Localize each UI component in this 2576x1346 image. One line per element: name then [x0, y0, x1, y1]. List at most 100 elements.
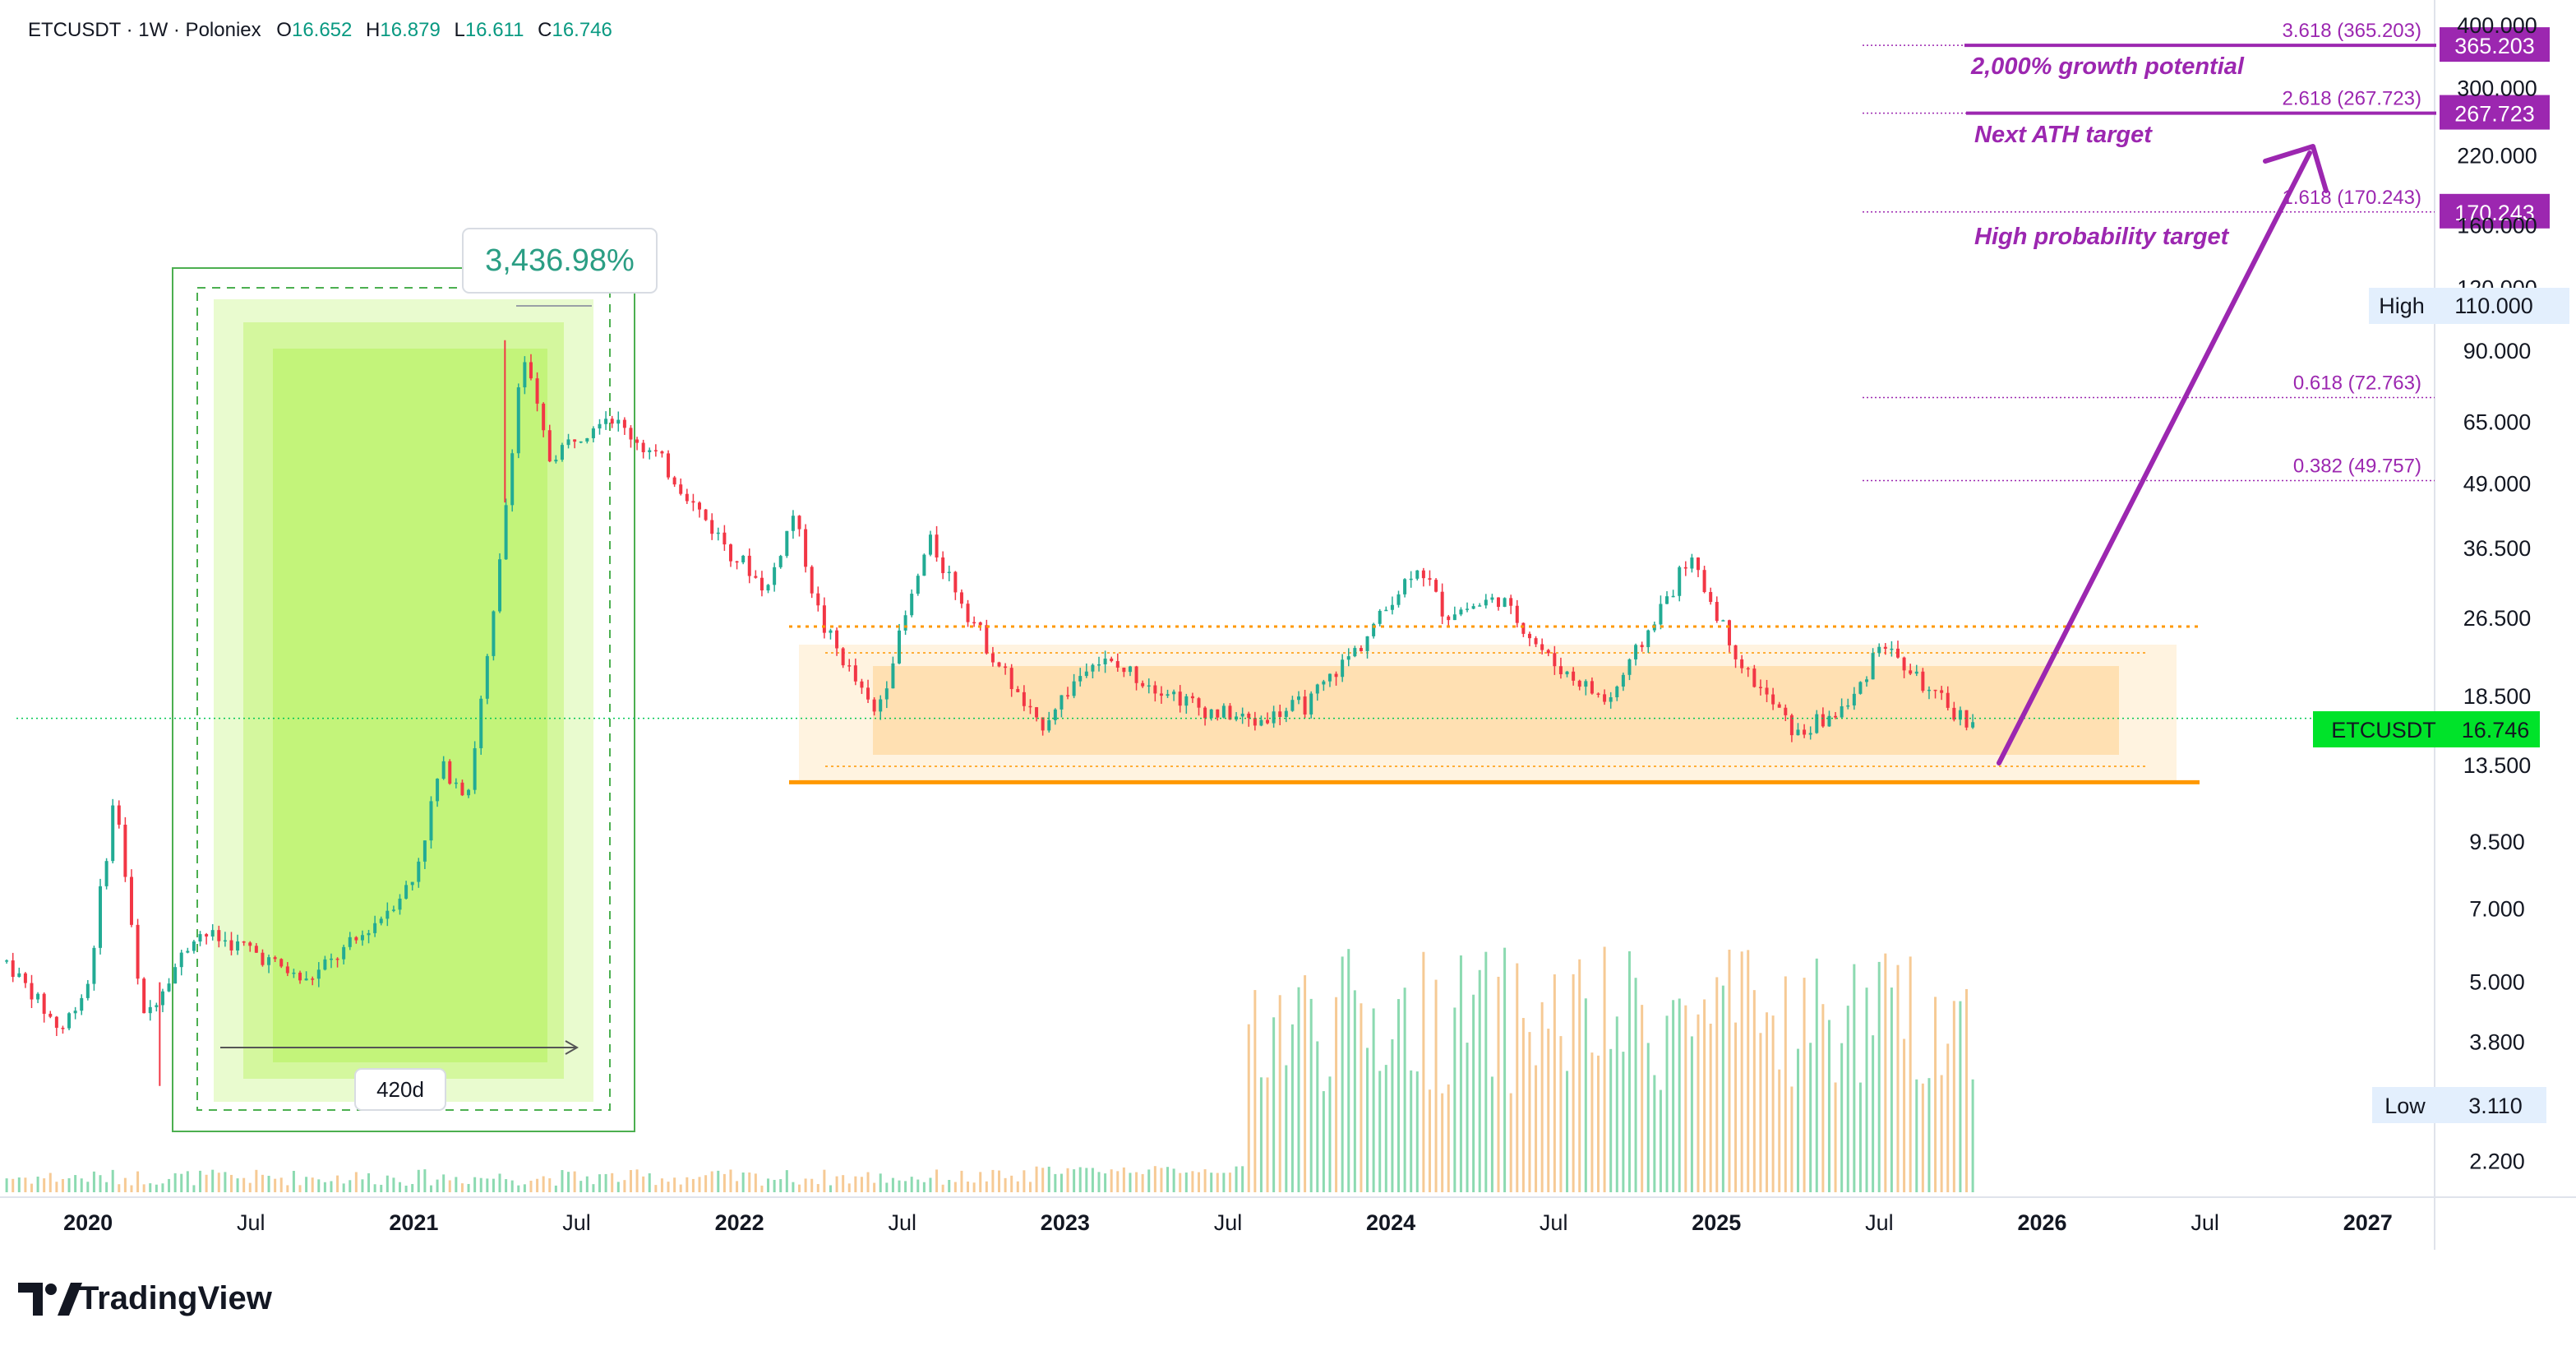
volume-bar: [161, 1183, 164, 1192]
volume-bar: [1410, 1070, 1413, 1192]
candle-body: [928, 534, 932, 555]
candle-body: [997, 662, 1001, 667]
candle-body: [61, 1027, 65, 1029]
candle-body: [972, 622, 976, 624]
volume-bar: [1478, 969, 1481, 1192]
candle-body: [1235, 716, 1239, 720]
volume-bar: [1285, 1065, 1288, 1192]
volume-bar: [199, 1170, 202, 1192]
volume-bar: [505, 1179, 508, 1192]
candle-body: [285, 966, 289, 974]
candle-body: [1721, 620, 1725, 622]
volume-bar: [1940, 1075, 1943, 1192]
candle-body: [1590, 681, 1594, 694]
volume-bar: [573, 1171, 576, 1192]
candle-body: [348, 937, 352, 947]
fib-label-2: 1.618 (170.243): [2283, 187, 2421, 209]
candle-body: [1115, 661, 1119, 668]
volume-bar: [1360, 1003, 1363, 1192]
candle-body: [1440, 591, 1444, 617]
candle-body: [728, 544, 732, 562]
candle-body: [685, 493, 689, 502]
candle-body: [822, 605, 826, 633]
candle-body: [367, 932, 371, 936]
candle-body: [1221, 705, 1226, 718]
volume-bar: [1865, 988, 1868, 1192]
candle-body: [747, 555, 751, 576]
volume-bar: [1441, 1093, 1444, 1192]
candle-body: [117, 805, 121, 825]
measure-tool[interactable]: 3,436.98% 420d: [354, 228, 658, 1111]
tradingview-logo[interactable]: TradingView: [18, 1280, 273, 1316]
candle-body: [1821, 714, 1825, 727]
growth-annotation: 2,000% growth potential: [1970, 53, 2245, 80]
volume-bar: [1622, 1052, 1625, 1192]
volume-bar: [1884, 953, 1887, 1192]
volume-bar: [1497, 976, 1500, 1192]
candle-body: [648, 450, 652, 452]
ticker-badge[interactable]: ETCUSDT 16.746: [2313, 711, 2540, 747]
price-tick-1: 300.000: [2457, 76, 2537, 100]
candle-body: [167, 983, 171, 992]
volume-bar: [111, 1169, 114, 1192]
candle-body: [797, 516, 801, 530]
volume-bar: [1073, 1169, 1076, 1192]
volume-bar: [1603, 946, 1606, 1192]
volume-bar: [736, 1181, 739, 1192]
volume-bar: [349, 1180, 352, 1192]
volume-bar: [1572, 974, 1575, 1192]
volume-bar: [86, 1182, 90, 1192]
candle-body: [1509, 598, 1513, 606]
volume-bar: [1116, 1171, 1119, 1192]
volume-bar: [1516, 963, 1519, 1192]
volume-bar: [1235, 1166, 1238, 1192]
time-tick-3: Jul: [562, 1210, 591, 1235]
candle-body: [959, 592, 963, 604]
volume-bar: [536, 1178, 539, 1192]
volume-bar: [1304, 975, 1307, 1192]
candle-body: [1035, 707, 1039, 718]
candle-body: [1696, 557, 1700, 571]
candle-body: [667, 453, 671, 478]
candle-body: [1378, 610, 1382, 624]
candle-body: [1665, 596, 1669, 604]
candle-body: [585, 437, 589, 442]
candle-body: [1309, 693, 1313, 715]
candle-body: [1471, 606, 1475, 609]
time-tick-7: Jul: [1214, 1210, 1243, 1235]
candle-body: [1327, 673, 1332, 682]
candle-body: [11, 960, 15, 978]
candle-body: [1865, 679, 1869, 682]
time-tick-0: 2020: [63, 1210, 113, 1235]
ath-annotation: Next ATH target: [1974, 122, 2153, 148]
candle-body: [54, 1016, 58, 1028]
low-badge: Low 3.110: [2372, 1087, 2546, 1123]
volume-bar: [411, 1184, 414, 1192]
volume-bar: [779, 1179, 782, 1192]
volume-bar: [448, 1180, 451, 1192]
growth-zone-border: [172, 267, 635, 1132]
candle-body: [1971, 722, 1975, 728]
candles-layer: [5, 340, 1975, 1086]
candle-body: [436, 779, 440, 802]
candle-body: [872, 699, 876, 712]
candle-body: [1447, 616, 1451, 621]
volume-bar: [1796, 1048, 1799, 1192]
candle-body: [1278, 711, 1282, 717]
candle-body: [966, 604, 970, 622]
volume-bar: [1328, 1076, 1332, 1192]
candle-body: [1646, 630, 1650, 648]
volume-bar: [842, 1175, 845, 1192]
volume-bar: [1752, 990, 1756, 1192]
volume-bar: [173, 1173, 177, 1192]
candle-body: [1353, 648, 1357, 657]
volume-bar: [1834, 1082, 1837, 1192]
candle-body: [1434, 580, 1438, 592]
volume-bar: [67, 1177, 71, 1192]
candle-body: [36, 993, 40, 1000]
volume-bar: [592, 1184, 595, 1192]
price-tick-0: 400.000: [2457, 13, 2537, 38]
volume-bar: [1535, 1065, 1538, 1192]
candle-body: [1396, 594, 1401, 605]
